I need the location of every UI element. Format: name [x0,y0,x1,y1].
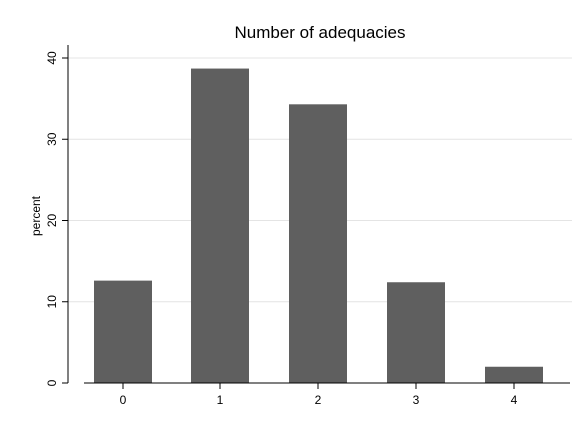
x-axis-ticks: 0 1 2 3 4 [120,383,518,407]
chart-title: Number of adequacies [234,23,405,42]
x-tick-label: 3 [413,393,420,407]
x-tick-label: 0 [120,393,127,407]
x-tick-label: 2 [315,393,322,407]
bar-1 [191,68,249,383]
bar-0 [94,280,152,383]
x-tick-label: 1 [217,393,224,407]
y-axis-ticks: 0 10 20 30 40 [45,51,68,386]
y-axis-label: percent [29,195,43,236]
bar-3 [387,282,445,383]
y-tick-label: 10 [45,295,59,309]
y-tick-label: 20 [45,214,59,228]
y-tick-label: 40 [45,51,59,65]
bars [94,68,543,383]
y-tick-label: 0 [45,379,59,386]
bar-2 [289,104,347,383]
axes [67,45,570,384]
bar-4 [485,366,543,383]
x-tick-label: 4 [511,393,518,407]
y-tick-label: 30 [45,132,59,146]
